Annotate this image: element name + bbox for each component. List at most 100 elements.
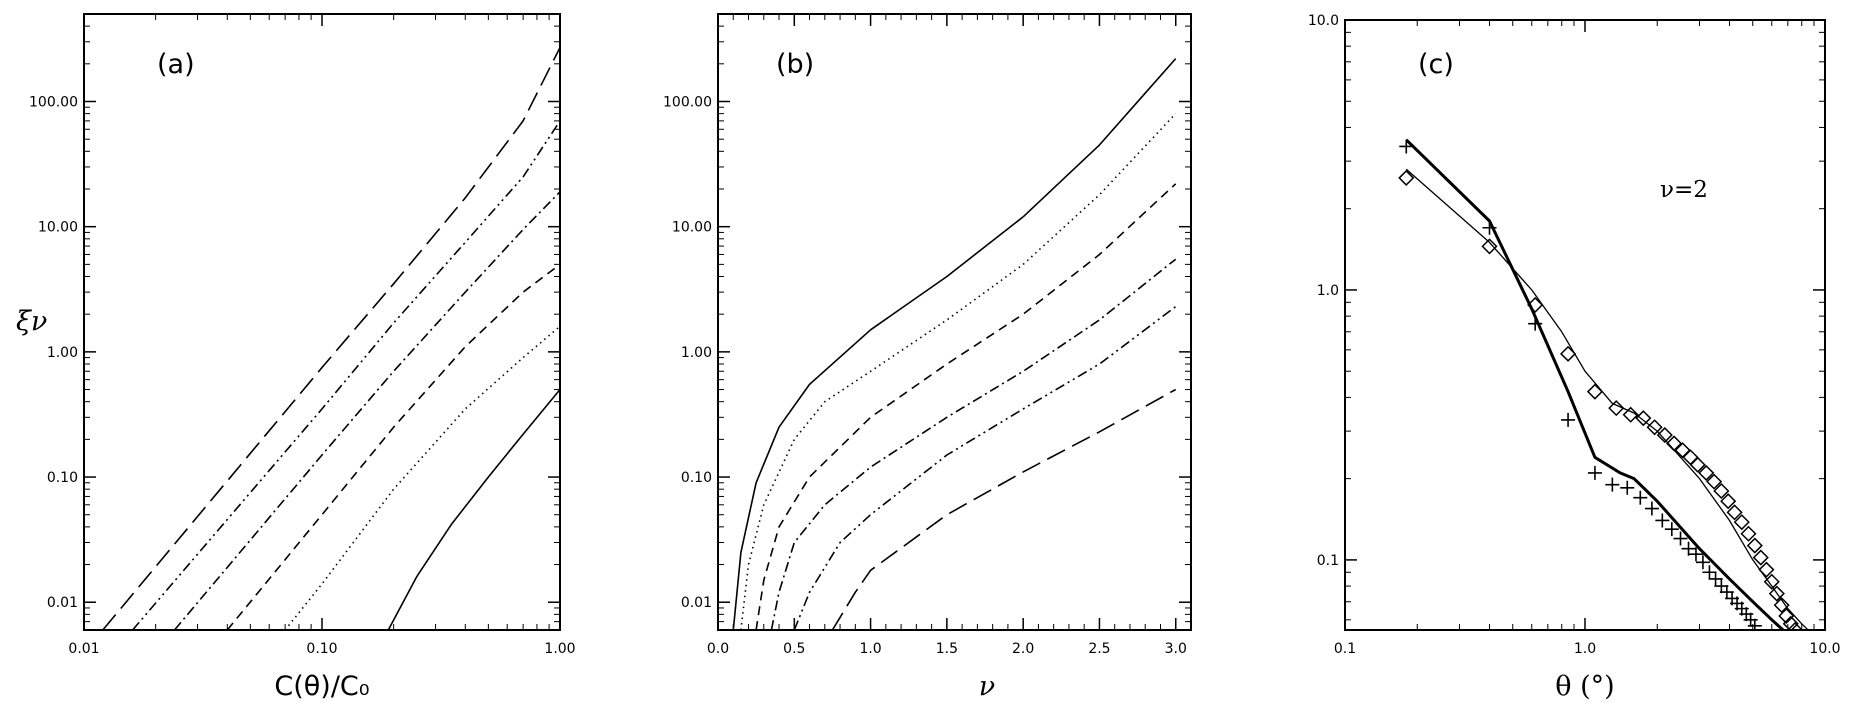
panel-b-series — [732, 58, 1177, 630]
x-tick-label: 0.10 — [306, 641, 337, 657]
plus-marker — [1528, 316, 1543, 331]
y-tick-label: 10.00 — [38, 220, 78, 236]
x-tick-label: 10.0 — [1809, 641, 1840, 657]
diamond-marker — [1758, 561, 1775, 578]
panel-a-ticks: 0.01 0.10 1.00 0.01 0.10 1.00 10.00 100.00 — [29, 14, 576, 657]
x-tick-label: 0.1 — [1334, 641, 1356, 657]
diamond-marker — [1635, 410, 1652, 427]
panel-b-ticks: 0.0 0.5 1.0 1.5 2.0 2.5 3.0 0.01 0.10 1.00 10.00 10… — [663, 14, 1191, 657]
diamond-marker — [1665, 435, 1683, 452]
series-line-dash-dot-dot — [131, 120, 560, 630]
series-line-dashed — [755, 183, 1177, 630]
series-line-solid — [732, 58, 1177, 630]
y-tick-label: 100.00 — [29, 94, 78, 110]
plus-marker — [1688, 547, 1703, 562]
plus-marker — [1673, 531, 1688, 546]
plus-marker — [1747, 618, 1762, 630]
y-tick-label: 0.10 — [47, 470, 78, 486]
diamond-marker — [1768, 585, 1785, 602]
plus-marker — [1664, 522, 1679, 537]
panel-a-series — [102, 47, 560, 630]
plus-marker — [1587, 465, 1602, 480]
panel-a-x-axis-label: C(θ)/C₀ — [274, 671, 369, 702]
diamond-marker — [1713, 482, 1730, 500]
diamond-marker — [1689, 456, 1706, 473]
series-line-dotted — [284, 325, 560, 630]
diamond-marker — [1746, 537, 1763, 554]
series-line-dash-dot — [173, 191, 560, 630]
diamond-marker — [1720, 493, 1737, 510]
plus-marker — [1655, 513, 1670, 528]
series-line-solid — [387, 388, 560, 630]
y-tick-label: 10.0 — [1308, 13, 1339, 29]
plus-marker — [1714, 579, 1729, 594]
y-tick-label: 0.1 — [1317, 553, 1339, 569]
plus-marker — [1605, 477, 1620, 492]
plus-marker — [1708, 571, 1723, 586]
panel-c-frame — [1344, 19, 1826, 631]
x-tick-label: 1.0 — [1574, 641, 1596, 657]
x-tick-label: 0.01 — [68, 641, 99, 657]
model-line-thin — [1405, 168, 1809, 630]
diamond-marker — [1586, 383, 1603, 400]
series-line-dash-dot-dot — [793, 305, 1177, 630]
x-tick-label: 2.0 — [1012, 641, 1034, 657]
y-tick-label: 10.00 — [672, 220, 712, 236]
series-line-long-dash — [831, 388, 1177, 630]
x-tick-label: 0.5 — [783, 641, 805, 657]
panel-c-label: (c) — [1418, 49, 1454, 80]
y-tick-label: 100.00 — [663, 94, 712, 110]
y-tick-label: 0.01 — [681, 595, 712, 611]
x-tick-label: 0.0 — [707, 641, 729, 657]
y-tick-label: 0.01 — [47, 595, 78, 611]
diamond-marker — [1398, 169, 1415, 186]
series-line-dash-dot — [770, 258, 1177, 630]
x-tick-label: 2.5 — [1088, 641, 1110, 657]
x-tick-label: 1.00 — [544, 641, 575, 657]
plus-marker — [1681, 541, 1696, 556]
plus-marker — [1561, 412, 1576, 427]
diamond-marker — [1726, 504, 1743, 521]
panel-b-x-axis-label: ν — [979, 671, 995, 702]
y-tick-label: 1.00 — [681, 345, 712, 361]
diamond-marker — [1527, 296, 1544, 314]
x-tick-label: 1.0 — [859, 641, 881, 657]
plus-marker — [1702, 565, 1717, 580]
series-line-dotted — [740, 113, 1177, 630]
panel-b: 0.0 0.5 1.0 1.5 2.0 2.5 3.0 0.01 0.10 1.00 10.00 10… — [663, 13, 1192, 702]
panel-c: 0.1 1.0 10.0 0.1 1.0 10.0 (c) ν=2 θ (°) — [1308, 13, 1841, 702]
diamond-marker — [1622, 406, 1639, 423]
panel-c-x-axis-label: θ (°) — [1555, 671, 1614, 702]
x-tick-label: 3.0 — [1165, 641, 1187, 657]
panel-a-frame — [83, 13, 561, 631]
series-line-long-dash — [102, 47, 560, 630]
diamond-marker — [1773, 597, 1790, 614]
diamond-marker — [1656, 427, 1673, 444]
panel-c-ticks: 0.1 1.0 10.0 0.1 1.0 10.0 — [1308, 13, 1841, 657]
plus-marker — [1620, 480, 1635, 495]
panel-b-frame — [717, 13, 1192, 631]
panel-c-annotation: ν=2 — [1660, 177, 1708, 203]
plus-marker — [1482, 220, 1497, 235]
y-tick-label: 1.0 — [1317, 283, 1339, 299]
diamond-marker — [1608, 400, 1625, 417]
diamond-marker — [1782, 615, 1799, 630]
diamond-marker — [1740, 525, 1757, 542]
panel-b-label: (b) — [776, 49, 814, 80]
diamond-marker — [1733, 514, 1750, 531]
series-line-dashed — [226, 263, 560, 630]
diamond-marker — [1763, 573, 1780, 590]
diamond-marker — [1698, 464, 1715, 481]
diamond-marker — [1778, 607, 1795, 625]
plus-marker — [1644, 501, 1659, 516]
diamond-marker — [1786, 621, 1804, 630]
diamond-marker — [1646, 419, 1663, 436]
diamond-marker — [1706, 473, 1723, 490]
y-tick-label: 1.00 — [47, 345, 78, 361]
diamond-marker — [1559, 345, 1577, 362]
panel-a-label: (a) — [157, 49, 195, 80]
plus-marker — [1399, 139, 1414, 154]
plus-marker — [1633, 490, 1648, 505]
